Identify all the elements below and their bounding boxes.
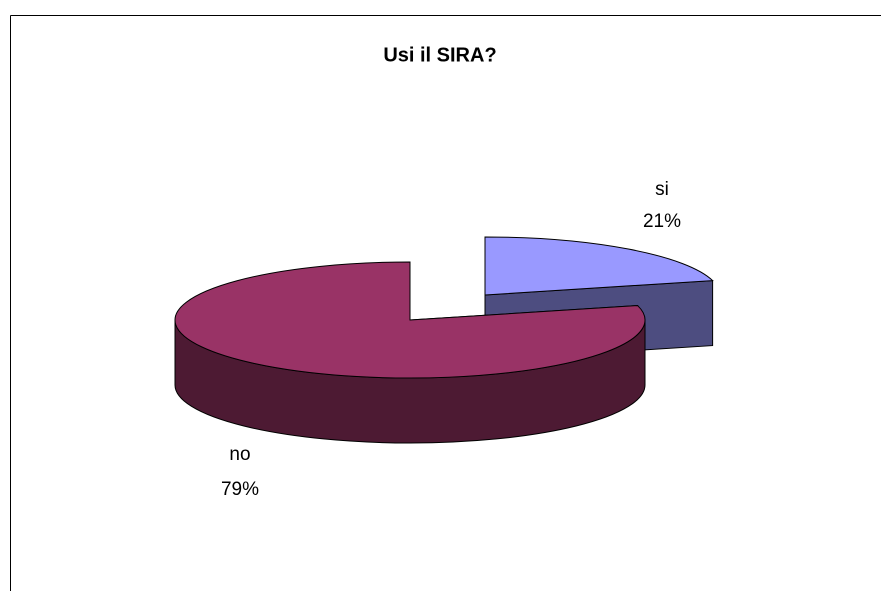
chart-title: Usi il SIRA? (383, 44, 496, 66)
slice-value-label: 79% (221, 479, 259, 500)
pie-slice (174, 261, 646, 444)
slice-value-label: 21% (643, 211, 681, 232)
slice-top (484, 236, 714, 296)
slice-label: si (655, 179, 669, 200)
slice-top (174, 261, 646, 379)
slice-label: no (229, 444, 250, 465)
